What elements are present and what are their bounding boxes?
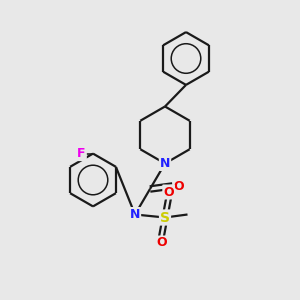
Text: S: S <box>160 211 170 224</box>
Text: O: O <box>174 179 184 193</box>
Text: O: O <box>163 185 174 199</box>
Text: F: F <box>77 147 86 160</box>
Text: N: N <box>130 208 140 221</box>
Text: N: N <box>160 157 170 170</box>
Text: O: O <box>156 236 167 250</box>
